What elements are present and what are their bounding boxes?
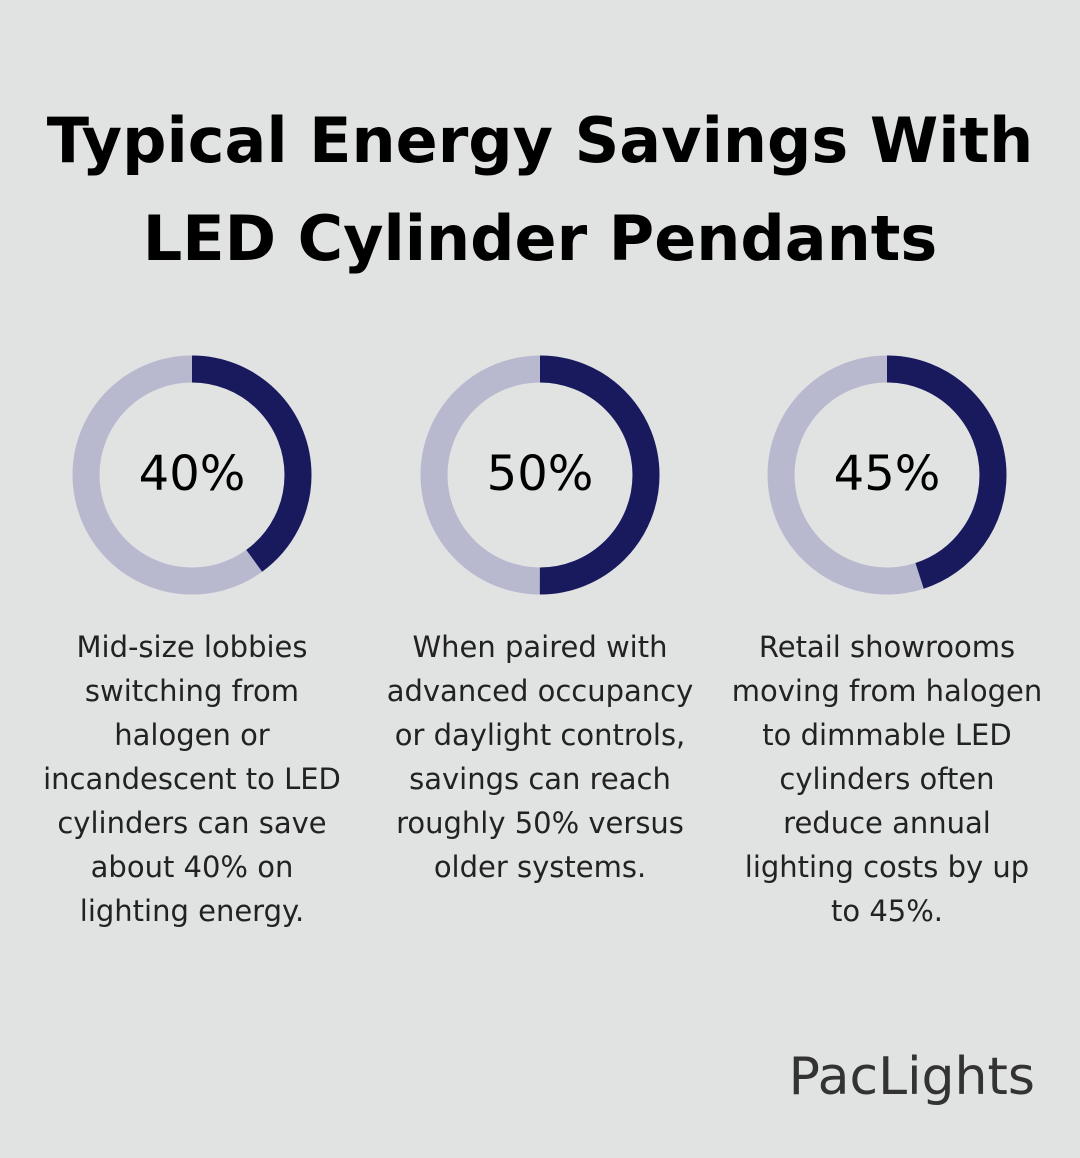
value-label: 40% <box>139 446 246 502</box>
description-line: roughly 50% versus <box>396 806 684 840</box>
description-line: lighting costs by up <box>745 850 1029 884</box>
donut-arc <box>767 355 1007 595</box>
donut-arc <box>420 355 660 595</box>
description-line: advanced occupancy <box>387 674 694 708</box>
description-line: cylinders can save <box>57 806 326 840</box>
title: Typical Energy Savings With <box>47 104 1034 177</box>
description-line: When paired with <box>412 630 667 664</box>
description-line: incandescent to LED <box>43 762 341 796</box>
description-line: Retail showrooms <box>759 630 1015 664</box>
description-line: or daylight controls, <box>395 718 686 752</box>
description-line: savings can reach <box>409 762 671 796</box>
description-line: halogen or <box>114 718 270 752</box>
description-line: switching from <box>85 674 299 708</box>
description-line: older systems. <box>434 850 646 884</box>
description-line: Mid-size lobbies <box>76 630 307 664</box>
brand-logo: PacLights <box>789 1047 1035 1107</box>
description-line: lighting energy. <box>80 894 304 928</box>
title: LED Cylinder Pendants <box>143 202 938 275</box>
description-line: to dimmable LED <box>762 718 1011 752</box>
donut-arc <box>72 355 312 595</box>
description-line: to 45%. <box>831 894 943 928</box>
description-line: cylinders often <box>779 762 994 796</box>
description-line: moving from halogen <box>732 674 1043 708</box>
value-label: 45% <box>834 446 941 502</box>
value-label: 50% <box>487 446 594 502</box>
description-line: reduce annual <box>783 806 991 840</box>
description-line: about 40% on <box>91 850 294 884</box>
